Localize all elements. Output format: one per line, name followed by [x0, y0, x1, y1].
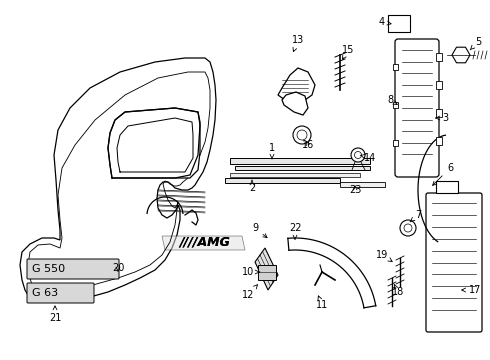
Text: 20: 20 [112, 263, 124, 273]
Text: 8: 8 [387, 95, 397, 105]
Bar [436, 53, 442, 61]
Text: 4: 4 [379, 17, 391, 27]
Text: 10: 10 [242, 267, 260, 277]
Bar [436, 181, 458, 193]
Circle shape [297, 130, 307, 140]
Text: 14: 14 [361, 153, 376, 163]
Polygon shape [452, 47, 470, 63]
Text: 22: 22 [289, 223, 301, 239]
Text: 6: 6 [433, 163, 453, 185]
Polygon shape [230, 158, 370, 164]
Text: 13: 13 [292, 35, 304, 51]
Text: 1: 1 [269, 143, 275, 159]
Text: 19: 19 [376, 250, 392, 261]
Polygon shape [340, 182, 385, 187]
Polygon shape [225, 178, 340, 183]
Polygon shape [282, 92, 308, 115]
Bar [258, 265, 276, 280]
Text: 23: 23 [349, 185, 361, 195]
Text: 17: 17 [462, 285, 481, 295]
Circle shape [354, 152, 362, 158]
Bar [436, 137, 442, 145]
Bar [393, 102, 398, 108]
Text: 2: 2 [249, 180, 255, 193]
Polygon shape [235, 166, 370, 170]
Text: 18: 18 [392, 284, 404, 297]
Text: 11: 11 [316, 296, 328, 310]
Text: 15: 15 [342, 45, 354, 59]
Text: 3: 3 [436, 113, 448, 123]
Text: ////AMG: ////AMG [179, 235, 230, 248]
Text: 21: 21 [49, 306, 61, 323]
FancyBboxPatch shape [27, 283, 94, 303]
Bar [436, 109, 442, 117]
Text: 7: 7 [410, 210, 421, 222]
Text: G 63: G 63 [32, 288, 58, 298]
Bar [393, 140, 398, 146]
Polygon shape [108, 108, 200, 178]
FancyBboxPatch shape [27, 259, 119, 279]
Text: 5: 5 [470, 37, 481, 50]
Text: ////AMG: ////AMG [179, 235, 230, 248]
Polygon shape [162, 236, 245, 250]
Text: 16: 16 [302, 140, 314, 150]
Polygon shape [230, 173, 360, 177]
FancyBboxPatch shape [426, 193, 482, 332]
Circle shape [351, 148, 365, 162]
Bar [436, 81, 442, 89]
Polygon shape [20, 58, 216, 302]
Bar [393, 64, 398, 70]
FancyBboxPatch shape [395, 39, 439, 177]
Circle shape [400, 220, 416, 236]
Text: 9: 9 [252, 223, 267, 238]
Text: G 550: G 550 [32, 264, 65, 274]
Circle shape [404, 224, 412, 232]
Polygon shape [255, 248, 278, 290]
Circle shape [293, 126, 311, 144]
Text: 12: 12 [242, 285, 258, 300]
Polygon shape [278, 68, 315, 100]
Bar [388, 15, 410, 32]
